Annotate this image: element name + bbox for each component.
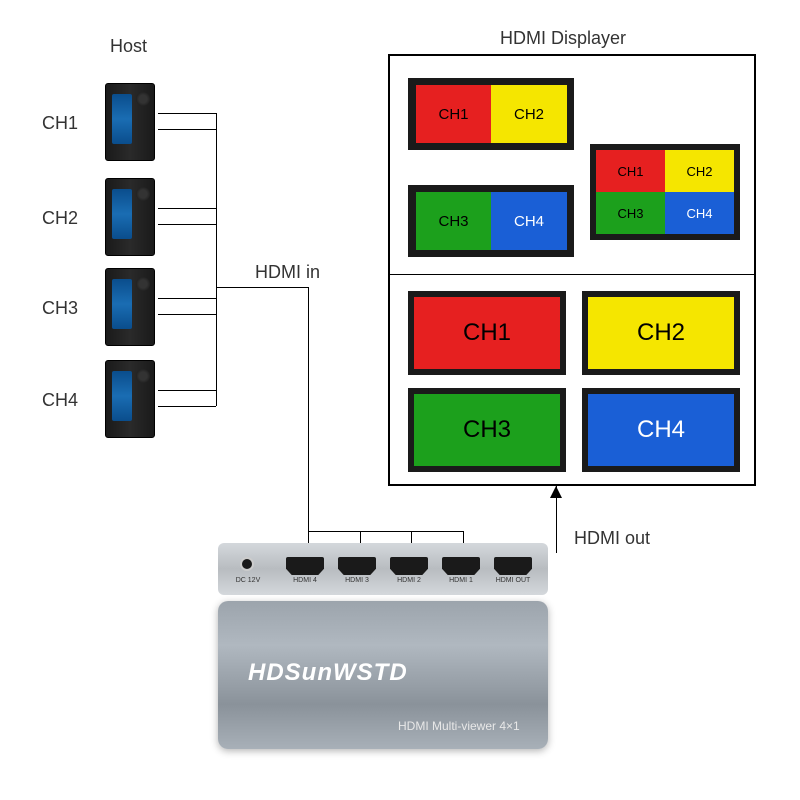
hdmi3-label: HDMI 3 bbox=[337, 577, 377, 584]
monitor-mode1-top: CH1 CH2 bbox=[408, 78, 574, 150]
wire-ch1a bbox=[158, 113, 216, 114]
host-pc-4 bbox=[105, 360, 155, 438]
dc-port bbox=[240, 557, 254, 571]
host-pc-3 bbox=[105, 268, 155, 346]
hdmi2-label: HDMI 2 bbox=[389, 577, 429, 584]
host-label: Host bbox=[110, 36, 147, 57]
m2-ch3: CH3 bbox=[596, 192, 665, 234]
wire-ch4a bbox=[158, 390, 216, 391]
m2-ch4: CH4 bbox=[665, 192, 734, 234]
wire-ch3b bbox=[158, 314, 216, 315]
host-ch1-label: CH1 bbox=[42, 113, 78, 134]
host-pc-1 bbox=[105, 83, 155, 161]
s-ch2: CH2 bbox=[588, 297, 734, 369]
monitor-single-ch3: CH3 bbox=[408, 388, 566, 472]
wire-fanout-h bbox=[308, 531, 463, 532]
device-front-panel: HDSunWSTD HDMI Multi-viewer 4×1 bbox=[218, 601, 548, 749]
hdmiout-label: HDMI OUT bbox=[493, 577, 533, 584]
hdmi-port-2 bbox=[390, 557, 428, 575]
hdmi-port-4 bbox=[286, 557, 324, 575]
wire-bus-v bbox=[216, 113, 217, 406]
hdmi-out-label: HDMI out bbox=[574, 528, 650, 549]
wire-in-v bbox=[308, 287, 309, 531]
hdmi-port-3 bbox=[338, 557, 376, 575]
m1t-ch1: CH1 bbox=[416, 85, 491, 143]
wire-ch4b bbox=[158, 406, 216, 407]
m2-ch1: CH1 bbox=[596, 150, 665, 192]
panel-divider bbox=[390, 274, 754, 275]
host-ch3-label: CH3 bbox=[42, 298, 78, 319]
monitor-mode2-quad: CH1 CH2 CH3 CH4 bbox=[590, 144, 740, 240]
display-panel: CH1 CH2 CH3 CH4 CH1 CH2 CH3 CH4 CH1 CH2 … bbox=[388, 54, 756, 486]
m2-ch2: CH2 bbox=[665, 150, 734, 192]
hdmi-port-1 bbox=[442, 557, 480, 575]
m1b-ch4: CH4 bbox=[491, 192, 567, 250]
wire-bus-h bbox=[216, 287, 308, 288]
hdmi-displayer-label: HDMI Displayer bbox=[500, 28, 626, 49]
hdmi4-label: HDMI 4 bbox=[285, 577, 325, 584]
host-pc-2 bbox=[105, 178, 155, 256]
m1t-ch2: CH2 bbox=[491, 85, 567, 143]
wire-ch1b bbox=[158, 129, 216, 130]
hdmi-in-label: HDMI in bbox=[255, 262, 320, 283]
s-ch3: CH3 bbox=[414, 394, 560, 466]
arrow-hdmi-out bbox=[550, 486, 562, 498]
device-back-panel: DC 12V HDMI 4 HDMI 3 HDMI 2 HDMI 1 HDMI … bbox=[218, 543, 548, 595]
hdmi-port-out bbox=[494, 557, 532, 575]
monitor-single-ch4: CH4 bbox=[582, 388, 740, 472]
brand-logo: HDSunWSTD bbox=[248, 659, 408, 687]
m1b-ch3: CH3 bbox=[416, 192, 491, 250]
s-ch4: CH4 bbox=[588, 394, 734, 466]
monitor-single-ch1: CH1 bbox=[408, 291, 566, 375]
product-name: HDMI Multi-viewer 4×1 bbox=[398, 719, 520, 733]
wire-ch3a bbox=[158, 298, 216, 299]
dc-port-label: DC 12V bbox=[228, 577, 268, 584]
monitor-single-ch2: CH2 bbox=[582, 291, 740, 375]
host-ch2-label: CH2 bbox=[42, 208, 78, 229]
hdmi1-label: HDMI 1 bbox=[441, 577, 481, 584]
host-ch4-label: CH4 bbox=[42, 390, 78, 411]
wire-ch2a bbox=[158, 208, 216, 209]
wire-ch2b bbox=[158, 224, 216, 225]
s-ch1: CH1 bbox=[414, 297, 560, 369]
monitor-mode1-bottom: CH3 CH4 bbox=[408, 185, 574, 257]
